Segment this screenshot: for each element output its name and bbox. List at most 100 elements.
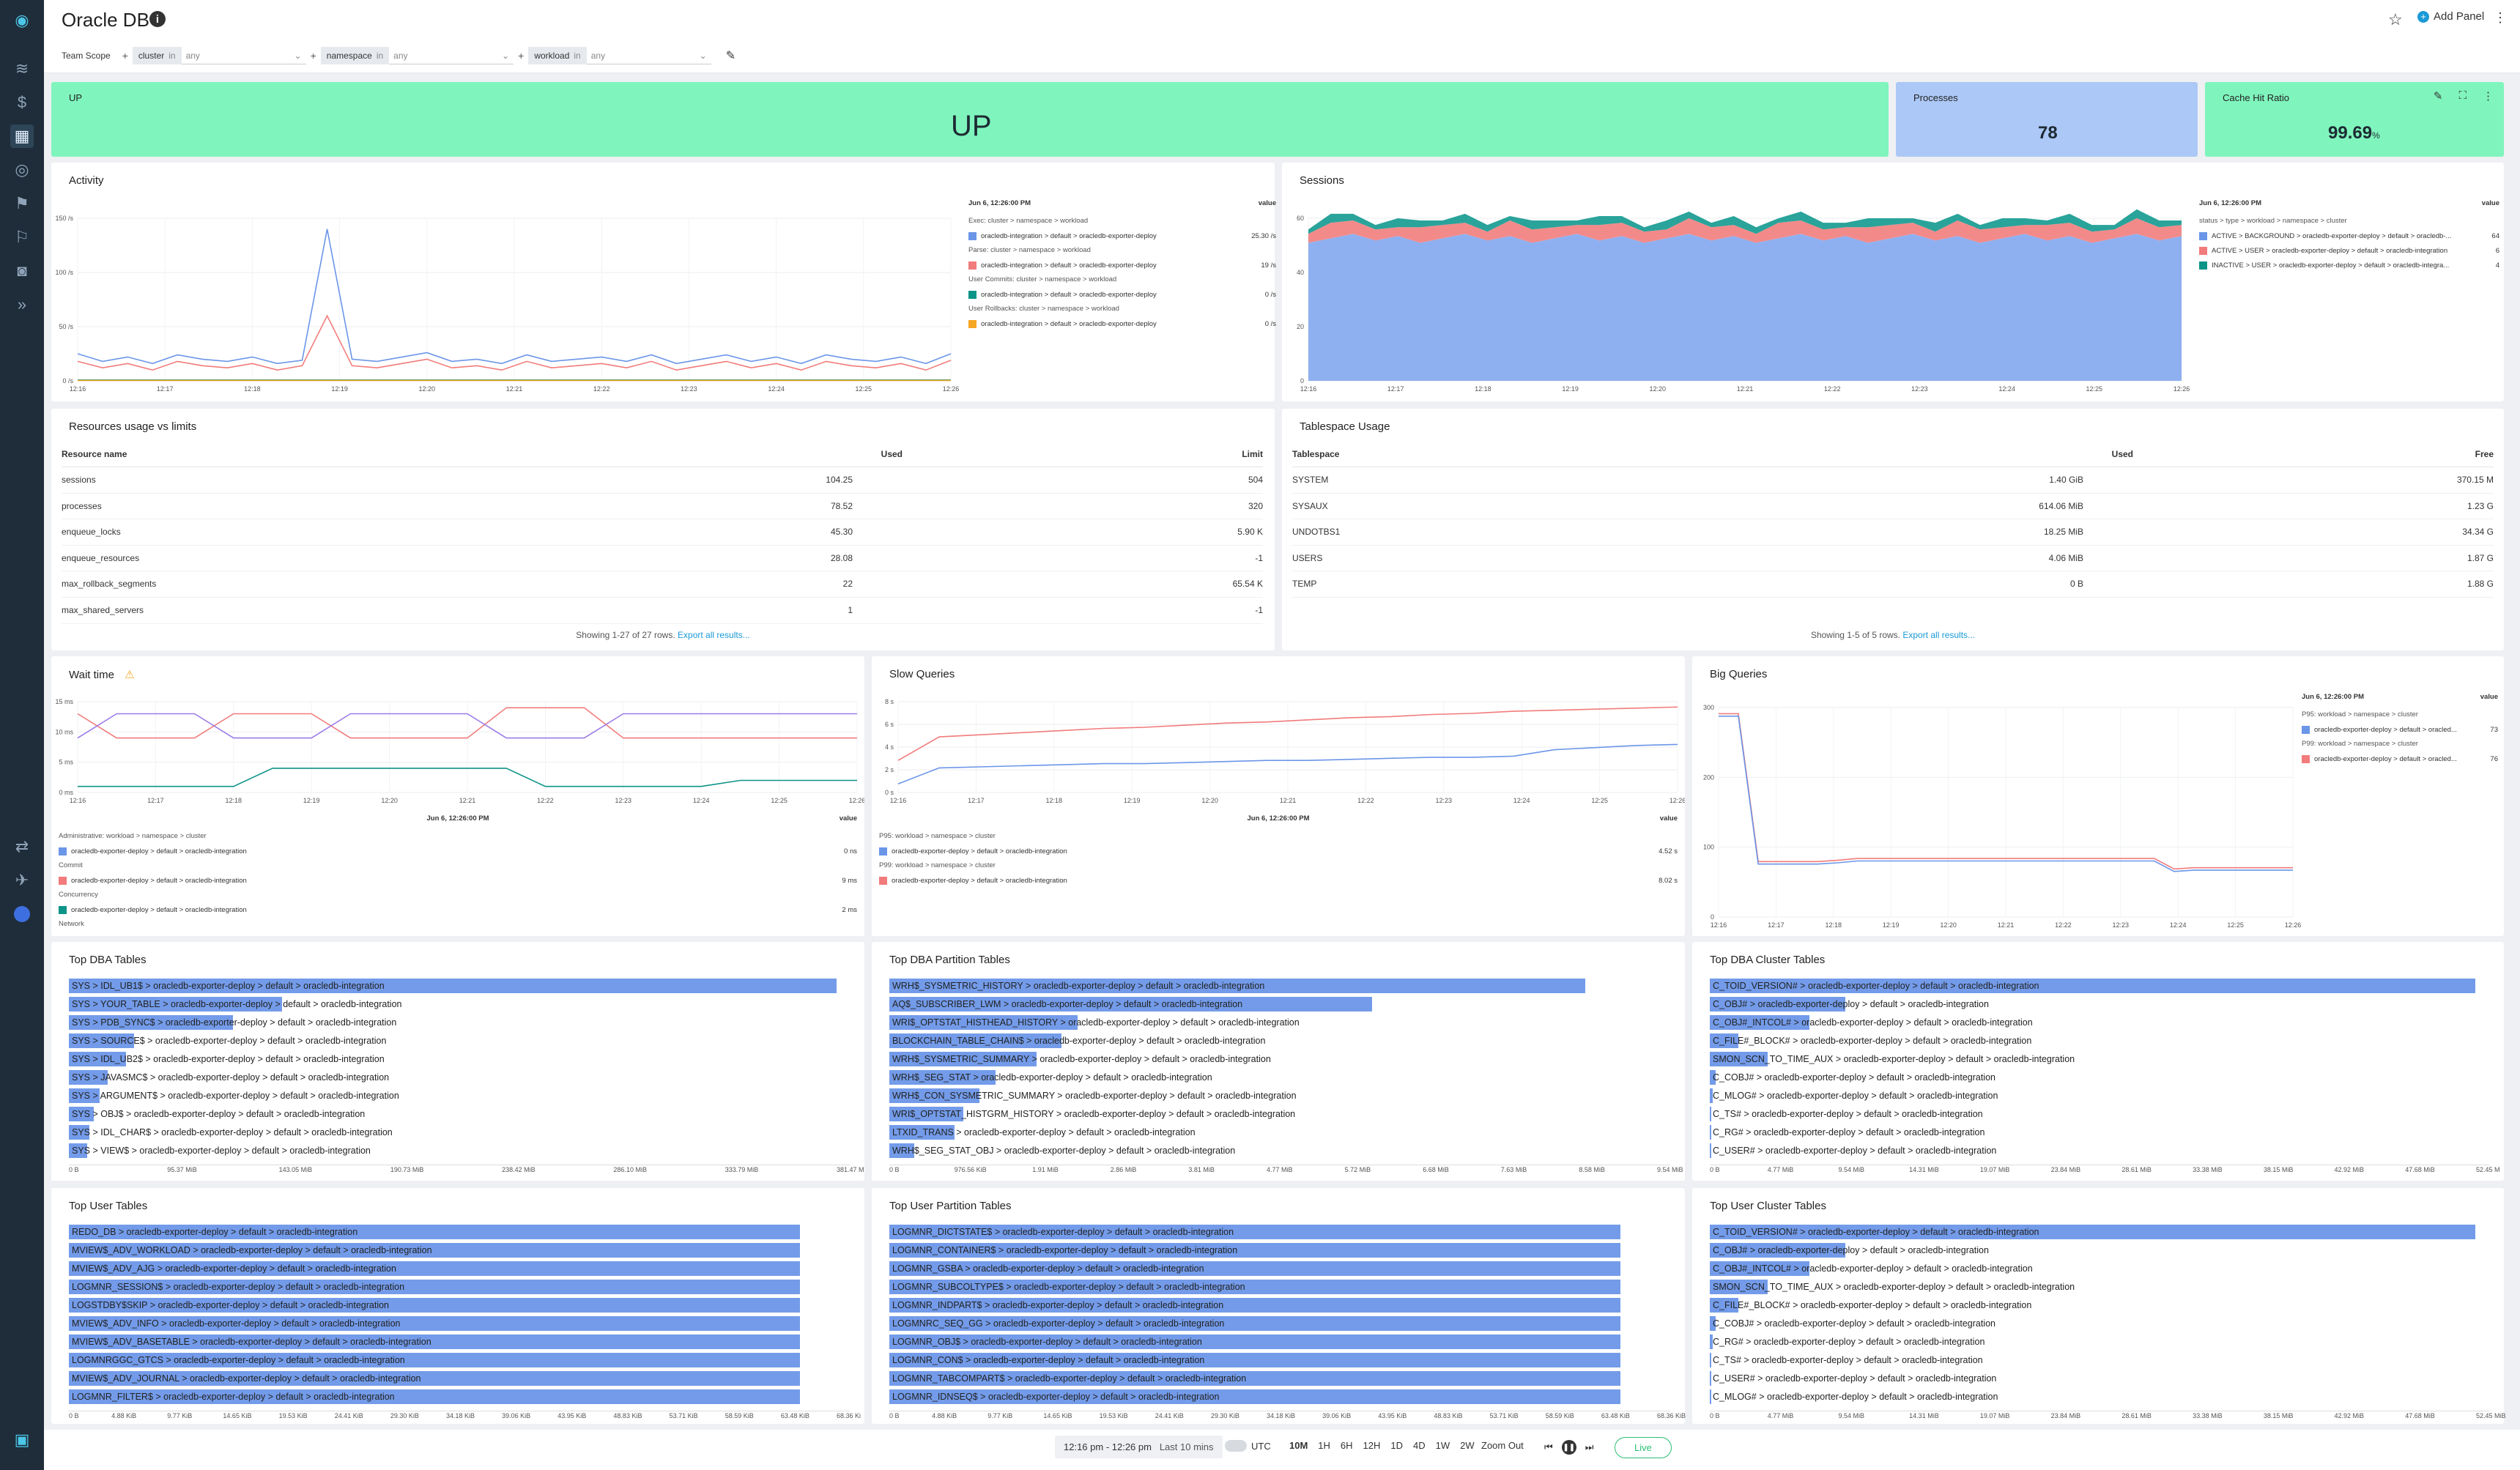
column-header[interactable]: Used: [2111, 448, 2133, 459]
plus-icon[interactable]: +: [518, 50, 525, 62]
capture-icon[interactable]: ◙: [17, 261, 27, 280]
legend-item[interactable]: oracledb-exporter-deploy > default > ora…: [2302, 751, 2498, 766]
legend-item[interactable]: oracledb-integration > default > oracled…: [968, 229, 1276, 243]
chat-icon[interactable]: ▣: [14, 1430, 30, 1449]
more-icon[interactable]: ⋮: [2483, 90, 2494, 103]
bar[interactable]: [1710, 979, 2475, 993]
bar[interactable]: [69, 1298, 800, 1313]
legend-item[interactable]: oracledb-integration > default > oracled…: [968, 316, 1276, 331]
namespace-select[interactable]: any ⌄: [389, 47, 514, 64]
bar[interactable]: [1710, 1261, 1809, 1276]
bar[interactable]: [69, 979, 837, 993]
bar[interactable]: [889, 1033, 1061, 1048]
user-avatar[interactable]: [10, 902, 34, 926]
bar[interactable]: [1710, 1033, 1738, 1048]
table-row[interactable]: SYSTEM 1.40 GiB 370.15 M: [1292, 467, 2494, 494]
integrations-icon[interactable]: ⇄: [15, 837, 29, 855]
bar[interactable]: [889, 1107, 963, 1121]
legend-item[interactable]: oracledb-exporter-deploy > default > ora…: [2302, 722, 2498, 737]
bar[interactable]: [69, 1070, 108, 1085]
bar[interactable]: [1710, 1125, 1712, 1140]
range-option[interactable]: 1D: [1390, 1440, 1404, 1451]
bar[interactable]: [1710, 1143, 1712, 1158]
bar[interactable]: [889, 1125, 955, 1140]
dashboard-icon[interactable]: ▦: [10, 125, 34, 148]
bar[interactable]: [889, 1389, 1620, 1404]
bar[interactable]: [1710, 1243, 1845, 1258]
range-option[interactable]: 1W: [1435, 1440, 1450, 1451]
star-icon[interactable]: ☆: [2388, 10, 2403, 29]
skip-back-icon[interactable]: ⏮: [1544, 1441, 1553, 1452]
bar[interactable]: [69, 997, 282, 1011]
table-row[interactable]: max_rollback_segments 22 65.54 K: [62, 571, 1263, 598]
range-option[interactable]: 10M: [1289, 1440, 1308, 1451]
bar[interactable]: [69, 1353, 800, 1367]
bar[interactable]: [889, 1371, 1620, 1386]
utc-toggle[interactable]: UTC: [1225, 1440, 1271, 1452]
table-row[interactable]: enqueue_locks 45.30 5.90 K: [62, 519, 1263, 546]
bar[interactable]: [1710, 1015, 1809, 1030]
range-option[interactable]: 1H: [1318, 1440, 1330, 1451]
legend-item[interactable]: oracledb-exporter-deploy > default > ora…: [59, 844, 857, 858]
live-button[interactable]: Live: [1615, 1437, 1672, 1458]
events-icon[interactable]: ⚐: [15, 228, 29, 246]
edit-icon[interactable]: ✎: [725, 50, 736, 62]
bar[interactable]: [1710, 1316, 1716, 1331]
legend-item[interactable]: oracledb-exporter-deploy > default > ora…: [879, 873, 1678, 888]
bar[interactable]: [889, 1143, 914, 1158]
bar[interactable]: [889, 1052, 1037, 1066]
bar[interactable]: [69, 1088, 100, 1103]
bar[interactable]: [1710, 997, 1845, 1011]
column-header[interactable]: Used: [881, 448, 903, 459]
bar[interactable]: [889, 1225, 1620, 1239]
bar[interactable]: [889, 997, 1373, 1011]
column-header[interactable]: Tablespace: [1292, 448, 1340, 459]
expand-icon[interactable]: »: [17, 295, 27, 313]
range-option[interactable]: 12H: [1363, 1440, 1381, 1451]
bar[interactable]: [889, 1088, 979, 1103]
legend-item[interactable]: oracledb-integration > default > oracled…: [968, 287, 1276, 302]
bar[interactable]: [1710, 1225, 2475, 1239]
compass-icon[interactable]: ◎: [15, 160, 29, 179]
rocket-icon[interactable]: ✈: [15, 871, 29, 889]
bar[interactable]: [889, 1353, 1620, 1367]
bar[interactable]: [889, 1316, 1620, 1331]
skip-forward-icon[interactable]: ⏭: [1585, 1441, 1594, 1452]
add-panel-button[interactable]: + Add Panel: [2417, 10, 2484, 23]
bar[interactable]: [69, 1371, 800, 1386]
fullscreen-icon[interactable]: ⛶: [2458, 89, 2467, 102]
bar[interactable]: [889, 1298, 1620, 1313]
bar[interactable]: [1710, 1334, 1713, 1349]
column-header[interactable]: Free: [2475, 448, 2494, 459]
bar[interactable]: [69, 1143, 88, 1158]
bar[interactable]: [889, 1015, 1078, 1030]
bar[interactable]: [889, 1261, 1620, 1276]
bar[interactable]: [1710, 1353, 1712, 1367]
table-row[interactable]: enqueue_resources 28.08 -1: [62, 546, 1263, 572]
pause-icon[interactable]: ❚❚: [1561, 1440, 1576, 1455]
bar[interactable]: [69, 1107, 94, 1121]
table-row[interactable]: SYSAUX 614.06 MiB 1.23 G: [1292, 494, 2494, 520]
legend-item[interactable]: INACTIVE > USER > oracledb-exporter-depl…: [2199, 258, 2499, 272]
bar[interactable]: [69, 1334, 800, 1349]
layers-icon[interactable]: ≋: [15, 59, 29, 78]
legend-item[interactable]: oracledb-exporter-deploy > default > ora…: [59, 902, 857, 917]
bar[interactable]: [1710, 1389, 1712, 1404]
bar[interactable]: [889, 979, 1585, 993]
legend-item[interactable]: oracledb-integration > default > oracled…: [968, 258, 1276, 272]
bar[interactable]: [1710, 1070, 1716, 1085]
export-link[interactable]: Export all results...: [1902, 630, 1976, 640]
bar[interactable]: [69, 1389, 800, 1404]
export-link[interactable]: Export all results...: [678, 630, 750, 640]
workload-select[interactable]: any ⌄: [586, 47, 711, 64]
table-row[interactable]: processes 78.52 320: [62, 494, 1263, 520]
bar[interactable]: [1710, 1107, 1712, 1121]
bar[interactable]: [69, 1052, 127, 1066]
column-header[interactable]: Limit: [1242, 448, 1263, 459]
table-row[interactable]: USERS 4.06 MiB 1.87 G: [1292, 546, 2494, 572]
bar[interactable]: [69, 1125, 89, 1140]
edit-icon[interactable]: ✎: [2433, 90, 2443, 103]
table-row[interactable]: max_shared_servers 1 -1: [62, 598, 1263, 624]
more-icon[interactable]: ⋮: [2494, 10, 2507, 25]
bar[interactable]: [889, 1280, 1620, 1294]
